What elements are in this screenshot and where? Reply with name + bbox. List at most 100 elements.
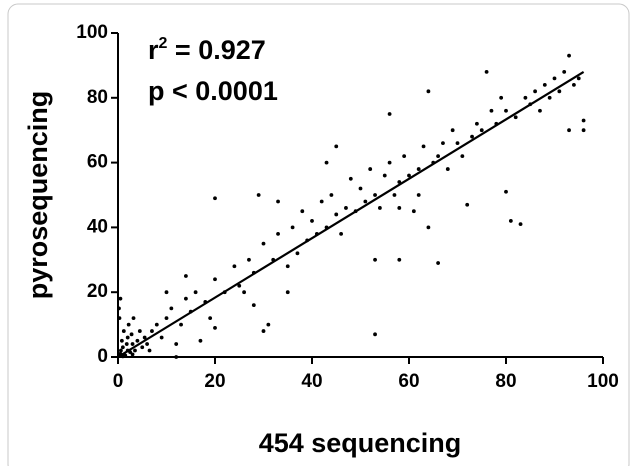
point (119, 348, 123, 353)
point (455, 141, 460, 146)
point (416, 167, 421, 171)
point (547, 95, 552, 100)
point (484, 69, 489, 74)
point (387, 112, 392, 116)
point (378, 206, 382, 210)
point (504, 189, 508, 194)
y-axis-label: pyrosequencing (23, 91, 53, 300)
point (576, 76, 581, 81)
point (276, 199, 280, 204)
y-tick-label: 100 (76, 22, 108, 43)
point (164, 290, 169, 295)
point (119, 338, 124, 343)
point (150, 329, 154, 333)
y-tick-label: 60 (87, 152, 108, 173)
point (479, 128, 484, 133)
point (557, 89, 562, 94)
annotation-part: 2 (159, 35, 168, 52)
point (397, 206, 402, 210)
point (581, 128, 586, 133)
annotation-part: r (148, 35, 159, 65)
point (402, 154, 407, 159)
point (397, 257, 402, 262)
point (407, 173, 411, 178)
point (499, 95, 504, 100)
x-tick-label: 40 (301, 371, 322, 392)
annotation: r2 = 0.927 (148, 35, 266, 65)
point (300, 209, 305, 214)
point (310, 219, 314, 223)
y-tick-label: 40 (87, 216, 108, 237)
point (373, 193, 377, 197)
point (179, 322, 183, 327)
point (169, 306, 174, 311)
x-tick-label: 0 (113, 371, 124, 392)
point (562, 69, 567, 74)
point (117, 306, 121, 311)
point (411, 209, 416, 214)
point (290, 225, 295, 230)
point (174, 355, 179, 359)
point (164, 316, 169, 321)
point (124, 342, 129, 346)
point (465, 202, 470, 207)
point (184, 274, 188, 278)
frame (7, 3, 630, 471)
point (552, 76, 557, 81)
point (131, 316, 136, 321)
point (426, 225, 431, 230)
point (436, 154, 440, 159)
point (329, 193, 334, 197)
point (572, 82, 576, 87)
point (567, 53, 571, 58)
x-tick-label: 60 (398, 371, 419, 392)
point (373, 257, 377, 262)
point (154, 322, 159, 327)
point (334, 144, 339, 149)
x-tick-label: 20 (204, 371, 225, 392)
point (538, 108, 542, 113)
point (470, 134, 474, 139)
point (489, 108, 494, 113)
point (130, 342, 135, 346)
point (159, 335, 164, 340)
point (368, 167, 373, 171)
point (126, 322, 131, 327)
point (242, 290, 247, 295)
point (256, 193, 261, 197)
point (508, 219, 513, 223)
point (295, 251, 300, 256)
point (121, 329, 126, 333)
point (208, 316, 213, 321)
point (213, 277, 217, 282)
point (130, 352, 135, 357)
point (475, 121, 479, 126)
point (193, 290, 198, 295)
point (145, 342, 150, 346)
point (261, 329, 266, 333)
point (387, 160, 392, 165)
y-tick-label: 20 (87, 281, 108, 302)
point (237, 283, 242, 288)
point (518, 222, 523, 227)
point (174, 342, 179, 346)
point (276, 231, 280, 236)
x-tick-label: 100 (587, 371, 619, 392)
point (348, 176, 353, 181)
point (358, 186, 363, 191)
point (523, 95, 528, 100)
point (198, 338, 203, 343)
point (184, 296, 188, 301)
point (460, 154, 465, 159)
point (266, 322, 271, 327)
annotation-part: = 0.927 (167, 35, 265, 65)
point (125, 335, 130, 340)
point (133, 348, 137, 353)
point (567, 128, 571, 133)
point (513, 115, 518, 120)
point (135, 338, 140, 343)
fit-line (117, 70, 585, 358)
point (232, 264, 237, 269)
point (533, 89, 537, 94)
